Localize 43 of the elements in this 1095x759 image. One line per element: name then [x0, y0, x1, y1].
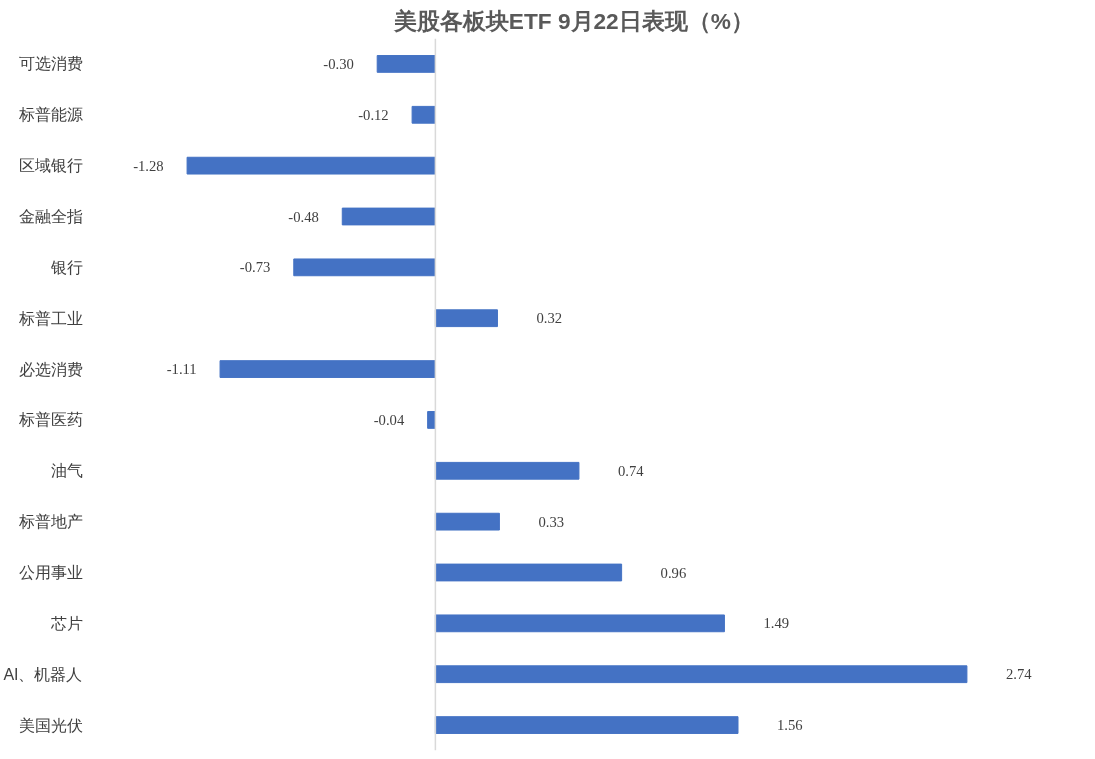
data-label: 1.49	[763, 615, 790, 632]
bar	[434, 512, 500, 531]
y-tick-label: 标普能源	[17, 106, 83, 124]
data-label: -0.30	[323, 55, 354, 72]
y-tick-label: 美国光伏	[18, 716, 83, 734]
data-label: 0.33	[538, 513, 565, 530]
bar	[434, 665, 968, 684]
data-label: -1.28	[133, 157, 164, 174]
bar	[186, 156, 436, 175]
bar	[434, 461, 580, 480]
y-tick-label: 区域银行	[18, 157, 83, 175]
y-tick-label: 标普医药	[17, 411, 83, 429]
bar	[376, 55, 436, 73]
chart-title: 美股各板块ETF 9月22日表现（%）	[392, 7, 754, 34]
data-label: -0.04	[373, 411, 405, 428]
y-tick-label: 油气	[50, 462, 83, 480]
bar	[434, 614, 725, 633]
data-label: -0.48	[288, 208, 319, 225]
bar	[293, 258, 436, 277]
data-label: 0.96	[660, 564, 687, 581]
y-tick-label: 标普地产	[17, 513, 83, 531]
bar	[434, 309, 498, 328]
data-label: 2.74	[1005, 666, 1033, 683]
data-label: 1.56	[777, 717, 803, 734]
bar	[434, 716, 739, 734]
bar	[427, 411, 436, 429]
y-tick-label: 公用事业	[18, 564, 83, 581]
data-label: 0.32	[536, 310, 563, 327]
data-label: -0.12	[358, 106, 389, 123]
y-tick-label: 芯片	[49, 614, 83, 632]
bar	[341, 207, 436, 226]
y-tick-label: 标普工业	[17, 309, 83, 327]
data-label: -1.11	[166, 361, 197, 378]
y-tick-label: 必选消费	[18, 360, 83, 378]
bar	[411, 105, 436, 124]
bar	[219, 360, 436, 378]
y-tick-label: 可选消费	[18, 55, 83, 73]
bar	[434, 563, 623, 582]
y-tick-label: 银行	[49, 258, 83, 276]
data-label: -0.73	[239, 259, 271, 276]
y-tick-label: 金融全指	[18, 208, 83, 225]
y-tick-label: AI、机器人	[3, 665, 83, 683]
data-label: 0.74	[617, 462, 645, 479]
